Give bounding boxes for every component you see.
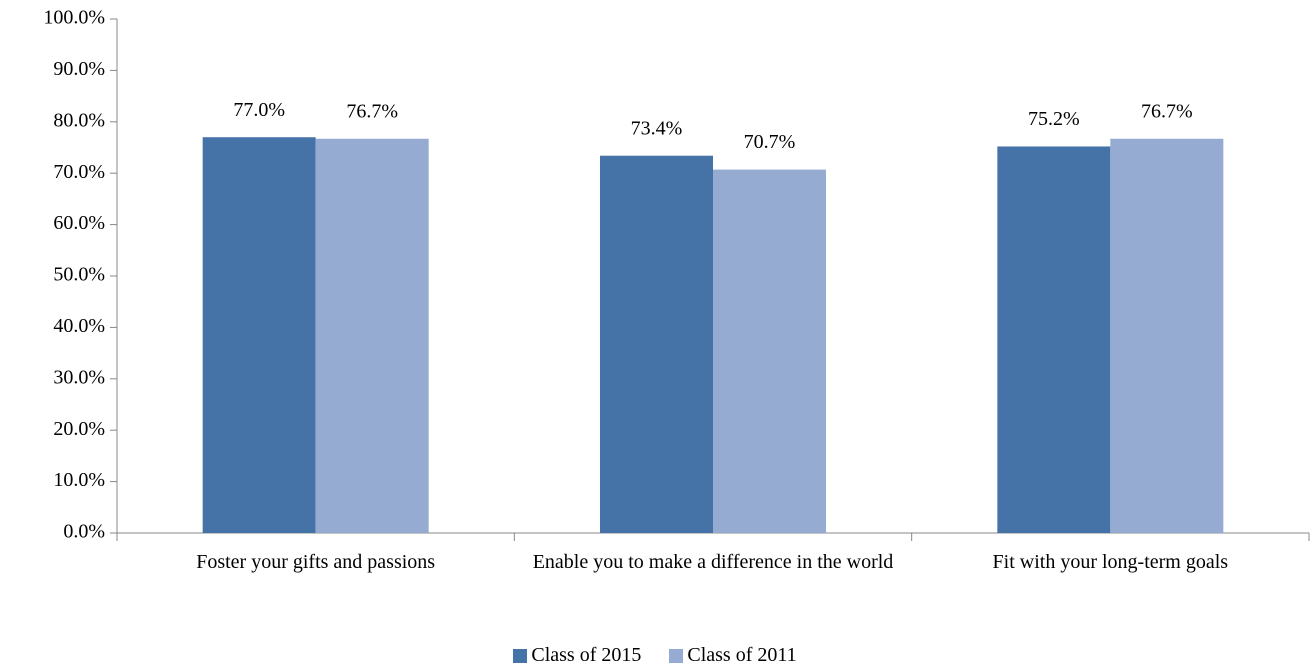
data-label: 70.7% [744, 131, 796, 153]
data-label: 76.7% [1141, 100, 1193, 122]
y-tick-label: 100.0% [43, 7, 105, 29]
y-tick-label: 20.0% [53, 418, 105, 440]
y-tick-label: 50.0% [53, 264, 105, 286]
y-tick-label: 0.0% [63, 521, 105, 543]
x-tick-label: Foster your gifts and passions [196, 551, 436, 573]
y-tick-label: 70.0% [53, 161, 105, 183]
y-tick-label: 60.0% [53, 212, 105, 234]
bar [202, 137, 316, 533]
bar [713, 169, 826, 534]
data-label: 75.2% [1028, 108, 1080, 130]
x-tick-label: Fit with your long-term goals [992, 551, 1229, 573]
legend-label: Class of 2015 [531, 644, 642, 666]
x-tick-label: Enable you to make a difference in the w… [532, 551, 894, 573]
y-tick-label: 80.0% [53, 109, 105, 131]
bar [315, 138, 429, 533]
y-tick-label: 30.0% [53, 366, 105, 388]
bar [600, 155, 713, 533]
data-label: 73.4% [631, 117, 683, 139]
y-tick-label: 40.0% [53, 315, 105, 337]
legend-swatch [669, 648, 684, 663]
bar [1110, 138, 1224, 533]
legend: Class of 2015 Class of 2011 [0, 644, 1310, 667]
legend-swatch [513, 648, 528, 663]
y-tick-label: 10.0% [53, 469, 105, 491]
legend-item: Class of 2011 [669, 644, 797, 667]
data-label: 77.0% [233, 99, 285, 121]
legend-item: Class of 2015 [513, 644, 641, 667]
y-tick-label: 90.0% [53, 58, 105, 80]
legend-label: Class of 2011 [687, 644, 797, 666]
bar [997, 146, 1111, 534]
data-label: 76.7% [346, 100, 398, 122]
